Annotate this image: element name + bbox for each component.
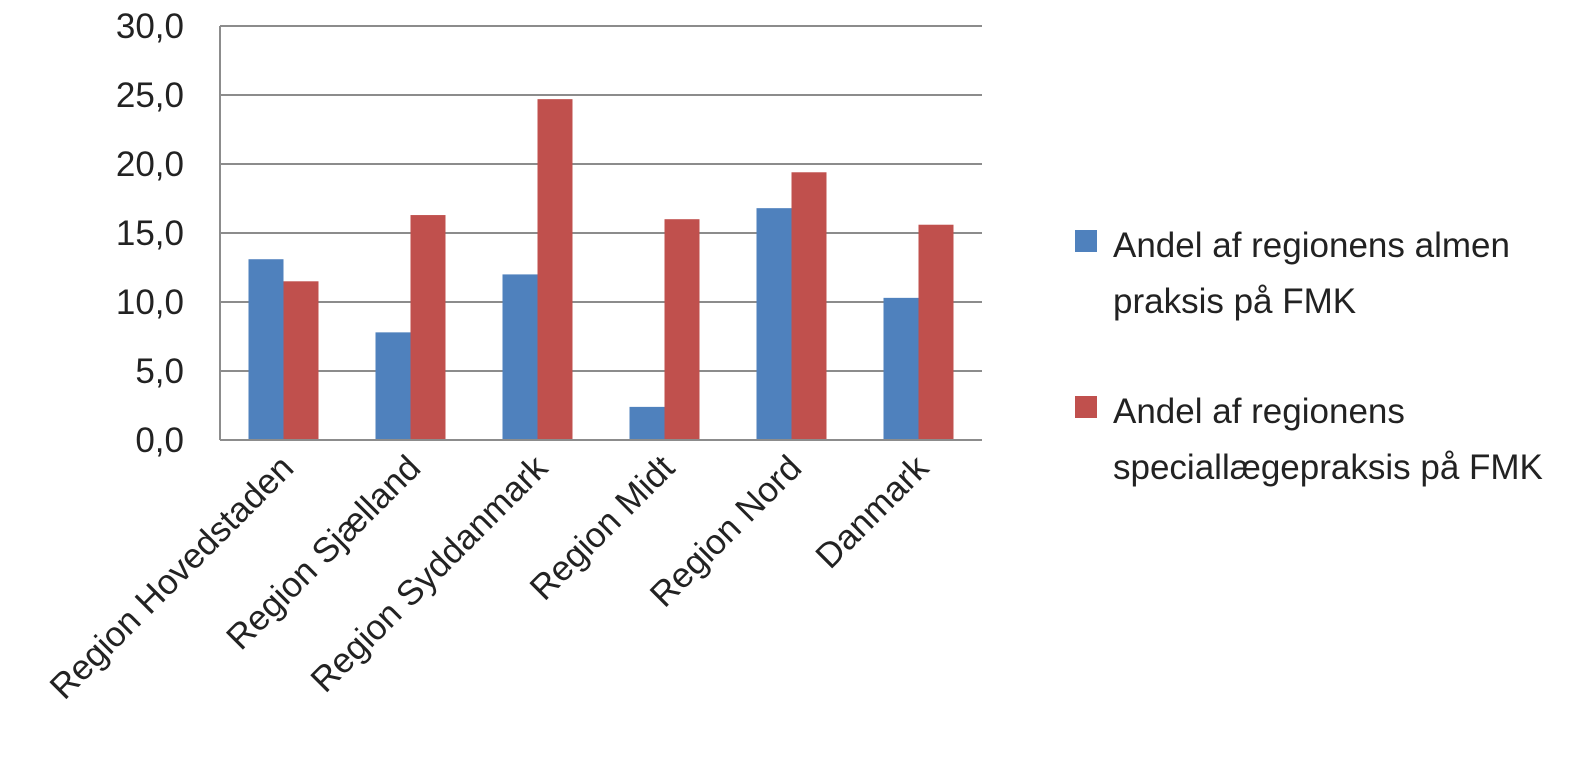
legend-label: Andel af regionens almen praksis på FMK — [1113, 226, 1510, 321]
y-tick-label: 5,0 — [135, 352, 184, 391]
y-tick-label: 25,0 — [116, 76, 184, 115]
x-axis — [219, 26, 982, 441]
bar-almen-praksis — [375, 332, 411, 440]
y-tick-label: 15,0 — [116, 214, 184, 253]
bar-almen-praksis — [502, 274, 538, 440]
y-tick-label: 0,0 — [135, 421, 184, 460]
x-category-label: Danmark — [808, 448, 936, 576]
y-tick-label: 20,0 — [116, 145, 184, 184]
legend-item-speciallaegepraksis: Andel af regionens speciallægepraksis på… — [1075, 384, 1575, 496]
y-tick-label: 10,0 — [116, 283, 184, 322]
bar-almen-praksis — [756, 208, 792, 440]
x-category-label: Region Syddanmark — [303, 448, 555, 700]
bar-almen-praksis — [629, 406, 665, 440]
bar-almen-praksis — [248, 259, 284, 440]
bar-speciallaegepraksis — [537, 99, 573, 440]
bar-speciallaegepraksis — [918, 224, 954, 440]
legend: Andel af regionens almen praksis på FMK … — [1075, 218, 1575, 550]
bar-speciallaegepraksis — [791, 172, 827, 440]
bar-speciallaegepraksis — [664, 219, 700, 440]
bar-almen-praksis — [883, 297, 919, 440]
y-tick-label: 30,0 — [116, 7, 184, 46]
bars — [248, 99, 954, 440]
legend-item-almen-praksis: Andel af regionens almen praksis på FMK — [1075, 218, 1575, 330]
bar-speciallaegepraksis — [283, 281, 319, 440]
y-axis-ticks: 0,0 5,0 10,0 15,0 20,0 25,0 30,0 — [116, 7, 184, 460]
legend-swatch-red — [1075, 396, 1097, 418]
gridlines — [220, 25, 982, 372]
bar-speciallaegepraksis — [410, 215, 446, 440]
legend-label: Andel af regionens speciallægepraksis på… — [1113, 392, 1543, 487]
x-category-label: Region Hovedstaden — [42, 448, 301, 707]
legend-swatch-blue — [1075, 230, 1097, 252]
